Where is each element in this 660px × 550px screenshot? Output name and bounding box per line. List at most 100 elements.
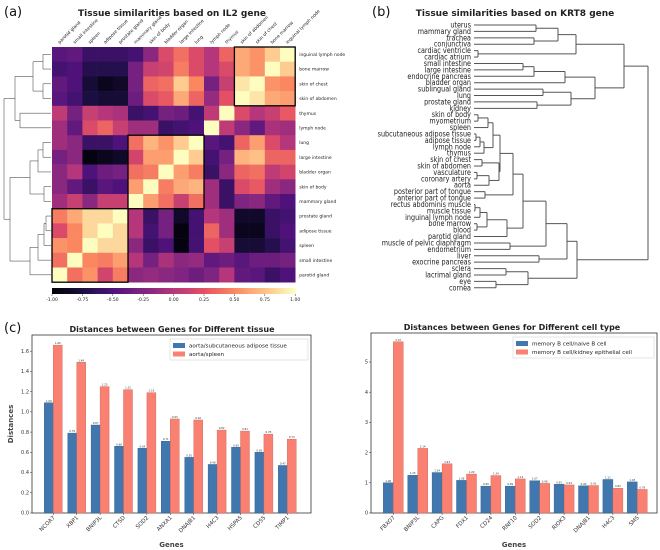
x-tick-label: CD24 (479, 515, 494, 530)
bar-value-label: 0.47 (280, 461, 286, 465)
bar-value-label: 0.55 (186, 453, 192, 457)
colorbar-segment (274, 288, 278, 294)
dendrogram-leaf-label: prostate gland (424, 98, 471, 107)
bar (393, 341, 404, 514)
y-tick-label: 1 (365, 480, 368, 486)
heatmap-row-label: spleen (299, 243, 314, 249)
heatmap-cell (52, 47, 68, 62)
bar-chart-celltype: 0 1 2 3 4 5 1.00 5.67 FBXO7 1.25 2.14 BNIP3L 1.34 1.6… (365, 332, 658, 549)
heatmap-cell (143, 105, 159, 121)
dendrogram-leaf-label: cardiac ventricle (417, 47, 471, 56)
bar (456, 480, 467, 514)
bar (263, 433, 274, 514)
x-axis-label: Genes (159, 541, 183, 549)
heatmap-cell (67, 47, 83, 62)
colorbar-segment (120, 288, 124, 294)
dendrogram-leaf-label: muscle tissue (427, 207, 471, 216)
colorbar-segment (94, 288, 97, 294)
y-tick-label: 2 (365, 450, 368, 456)
heatmap-cell (82, 47, 98, 62)
bar (466, 473, 477, 514)
dendrogram-leaf-label: endometrium (427, 245, 471, 254)
dendrogram-leaf-label: small intestine (424, 60, 471, 69)
heatmap-row-label: thymus (299, 111, 317, 117)
heatmap-cell (158, 179, 174, 195)
bar (67, 432, 77, 514)
bar (480, 485, 492, 514)
colorbar-segment (226, 288, 229, 294)
colorbar-segment (157, 288, 160, 294)
heatmap-cell (112, 267, 129, 283)
colorbar-segment (143, 288, 146, 294)
colorbar-segment (129, 288, 132, 294)
colorbar-segment (171, 288, 174, 294)
colorbar-segment (72, 288, 75, 294)
bar-value-label: 1.49 (78, 358, 84, 362)
heatmap-cell (249, 149, 266, 165)
heatmap-cell (82, 267, 98, 283)
colorbar-segment (195, 288, 199, 294)
heatmap-cell (158, 223, 174, 239)
colorbar-segment (181, 288, 185, 294)
heatmap-row-label: skin of abdomen (299, 96, 337, 102)
heatmap-cell (67, 223, 83, 239)
bar (563, 484, 575, 514)
panel-label-b: (b) (372, 5, 390, 20)
dendrogram-leaf-label: bladder organ (426, 79, 471, 88)
bar-value-label: 0.87 (93, 421, 99, 425)
heatmap-cell (264, 267, 281, 283)
colorbar-segment (167, 288, 170, 294)
colorbar-tick-label: -0.75 (77, 297, 89, 303)
dendrogram-leaf-label: rectus abdominis muscle (391, 201, 471, 210)
heatmap-cell (249, 91, 266, 107)
bar-value-label: 1.08 (459, 476, 465, 480)
heatmap-cell (97, 164, 114, 180)
colorbar-segment (199, 288, 203, 294)
colorbar-segment (52, 288, 55, 294)
bar (240, 430, 250, 514)
bar-value-label: 1.22 (125, 386, 131, 390)
x-tick-label: FDX1 (455, 515, 470, 530)
colorbar-segment (76, 288, 79, 294)
colorbar-segment (131, 288, 134, 294)
heatmap-cell (188, 194, 205, 209)
colorbar-segment (92, 288, 95, 294)
x-tick-label: SOD2 (528, 515, 543, 530)
heatmap-cell (188, 179, 205, 195)
colorbar-segment (66, 288, 69, 294)
heatmap-cell (188, 267, 205, 283)
heatmap-cell (128, 91, 144, 107)
heatmap-cell (52, 105, 68, 121)
heatmap-cell (219, 76, 235, 92)
heatmap-cell (188, 47, 205, 62)
colorbar-segment (201, 288, 205, 294)
dendrogram-leaf-label: lung (457, 92, 471, 101)
heatmap-cell (219, 164, 235, 180)
heatmap-cell (188, 238, 205, 254)
dendrogram-leaf-label: mammary gland (418, 27, 471, 36)
heatmap-cell (264, 120, 281, 136)
colorbar-segment (80, 288, 83, 294)
bar-value-label: 0.64 (140, 444, 146, 448)
bar (44, 402, 54, 514)
heatmap-cell (52, 120, 68, 136)
heatmap-cell (173, 223, 190, 239)
bar-value-label: 1.29 (469, 470, 475, 474)
x-tick-label: DNAJB1 (573, 515, 592, 534)
colorbar-segment (222, 288, 225, 294)
heatmap-cell (82, 194, 98, 209)
bar (114, 446, 124, 514)
heatmap-cell (204, 223, 220, 239)
heatmap-cell (219, 120, 235, 136)
heatmap-cell (280, 120, 296, 136)
heatmap-cell (234, 238, 250, 254)
heatmap-cell (219, 105, 235, 121)
heatmap-cell (112, 120, 129, 136)
bar (207, 464, 218, 514)
legend-label: memory B cell/kidney epithelial cell (532, 350, 632, 356)
heatmap-cell (188, 91, 205, 107)
bar-value-label: 1.09 (46, 399, 52, 403)
heatmap-cell (97, 120, 114, 136)
heatmap-cell (280, 252, 296, 268)
